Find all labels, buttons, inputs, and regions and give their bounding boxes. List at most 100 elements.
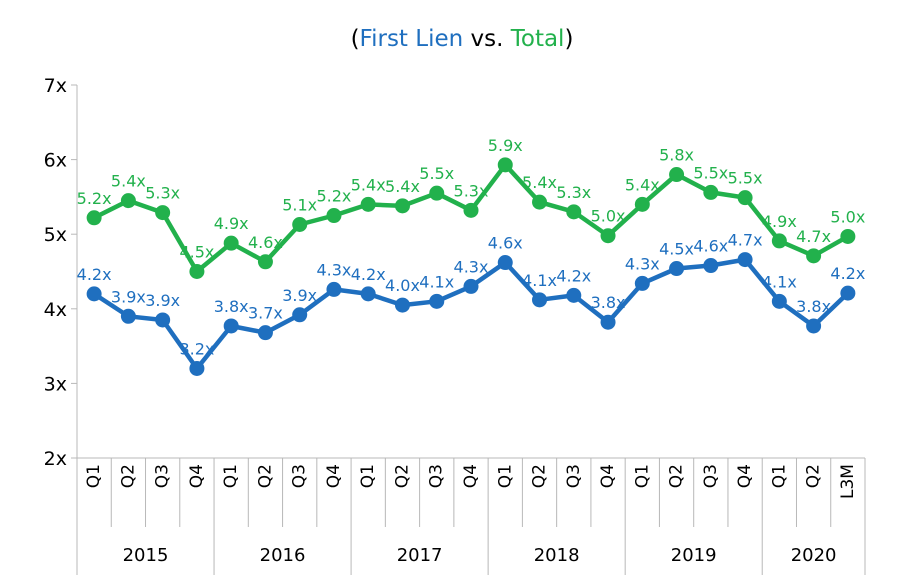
data-label-total: 5.4x [522, 173, 557, 192]
y-tick-label: 3x [44, 373, 67, 395]
x-category-label: Q2 [530, 464, 550, 488]
data-point-first-lien [86, 286, 102, 302]
x-category-label: Q3 [153, 464, 173, 488]
data-point-total [566, 204, 582, 220]
data-point-first-lien [463, 278, 479, 294]
data-label-first-lien: 3.8x [591, 293, 626, 312]
data-point-first-lien [840, 285, 856, 301]
x-category-label: Q1 [632, 464, 652, 488]
data-label-total: 5.4x [385, 177, 420, 196]
title-first-lien: First Lien [360, 26, 464, 52]
data-label-total: 4.6x [248, 233, 283, 252]
data-label-first-lien: 3.2x [179, 339, 214, 358]
data-point-total [86, 210, 102, 226]
x-category-label: Q4 [735, 464, 755, 488]
y-tick-label: 5x [44, 224, 67, 246]
data-point-first-lien [394, 297, 410, 313]
x-year-label: 2016 [260, 545, 306, 566]
data-point-total [840, 228, 856, 244]
data-point-first-lien [155, 312, 171, 328]
data-label-total: 5.9x [488, 136, 523, 155]
x-category-label: Q1 [495, 464, 515, 488]
data-label-first-lien: 4.5x [659, 240, 694, 259]
data-point-total [360, 196, 376, 212]
data-label-total: 5.0x [591, 207, 626, 226]
data-label-total: 5.8x [659, 146, 694, 165]
data-label-first-lien: 4.0x [385, 276, 420, 295]
data-point-first-lien [634, 275, 650, 291]
chart-title: (First Lien vs. Total) [351, 26, 574, 52]
data-point-total [292, 217, 308, 233]
x-category-label: Q1 [769, 464, 789, 488]
data-point-total [634, 196, 650, 212]
data-point-first-lien [532, 292, 548, 308]
data-label-total: 5.3x [454, 181, 489, 200]
data-label-first-lien: 4.3x [316, 260, 351, 279]
data-point-first-lien [600, 314, 616, 330]
data-label-first-lien: 3.9x [145, 291, 180, 310]
data-point-first-lien [120, 308, 136, 324]
data-point-first-lien [360, 286, 376, 302]
y-tick-label: 4x [44, 299, 67, 321]
data-point-total [600, 228, 616, 244]
data-point-first-lien [737, 252, 753, 268]
data-label-total: 5.5x [728, 169, 763, 188]
data-label-total: 5.2x [77, 189, 112, 208]
x-category-label: Q4 [598, 464, 618, 488]
data-label-first-lien: 3.9x [111, 287, 146, 306]
data-point-first-lien [771, 293, 787, 309]
data-label-total: 5.4x [625, 175, 660, 194]
data-label-total: 5.4x [351, 175, 386, 194]
data-point-total [257, 254, 273, 270]
data-point-first-lien [497, 255, 513, 271]
data-point-total [189, 264, 205, 279]
data-point-first-lien [429, 293, 445, 309]
data-label-total: 4.9x [762, 212, 797, 231]
data-point-first-lien [326, 281, 342, 297]
x-category-label: L3M [838, 464, 858, 499]
x-category-label: Q1 [221, 464, 241, 488]
data-point-total [497, 157, 513, 173]
x-category-label: Q3 [701, 464, 721, 488]
data-label-first-lien: 4.6x [693, 237, 728, 256]
x-category-label: Q2 [255, 464, 275, 488]
title-vs: vs. [463, 26, 511, 52]
y-tick-label: 7x [44, 75, 67, 97]
x-year-label: 2017 [397, 545, 443, 566]
x-category-label: Q2 [804, 464, 824, 488]
data-point-total [806, 248, 822, 264]
data-point-total [703, 184, 719, 200]
x-category-label: Q4 [324, 464, 344, 488]
data-label-first-lien: 3.9x [282, 286, 317, 305]
data-point-first-lien [669, 261, 685, 277]
x-category-label: Q2 [118, 464, 138, 488]
data-label-first-lien: 4.2x [77, 265, 112, 284]
title-open: ( [351, 26, 360, 52]
data-point-total [771, 233, 787, 249]
data-label-total: 4.5x [179, 243, 214, 262]
title-close: ) [564, 26, 573, 52]
data-label-first-lien: 4.3x [454, 257, 489, 276]
x-category-label: Q2 [392, 464, 412, 488]
data-label-first-lien: 4.2x [351, 265, 386, 284]
series-lines [86, 157, 856, 376]
data-labels: 4.2x3.9x 3.9x3.2x3.8x 3.7x3.9x4.3x 4.2x4.0x… [77, 136, 866, 359]
x-category-label: Q3 [427, 464, 447, 488]
x-category-label: Q4 [187, 464, 207, 488]
x-category-label: Q2 [667, 464, 687, 488]
data-label-first-lien: 4.6x [488, 234, 523, 253]
data-point-total [120, 193, 136, 209]
data-label-total: 5.1x [282, 196, 317, 215]
data-label-first-lien: 3.7x [248, 304, 283, 323]
x-category-label: Q3 [564, 464, 584, 488]
x-year-label: 2019 [671, 545, 717, 566]
data-label-first-lien: 4.2x [830, 264, 865, 283]
data-point-first-lien [257, 325, 273, 341]
axes: 7x 6x 5x 4x 3x 2x Q1 Q2 Q3 Q4 Q1 Q2 Q3 Q4 Q1 Q2 Q3 Q4 Q1 Q2… [44, 75, 866, 575]
data-point-total [394, 198, 410, 214]
data-point-first-lien [806, 318, 822, 334]
data-point-total [223, 235, 239, 251]
x-category-label: Q3 [290, 464, 310, 488]
